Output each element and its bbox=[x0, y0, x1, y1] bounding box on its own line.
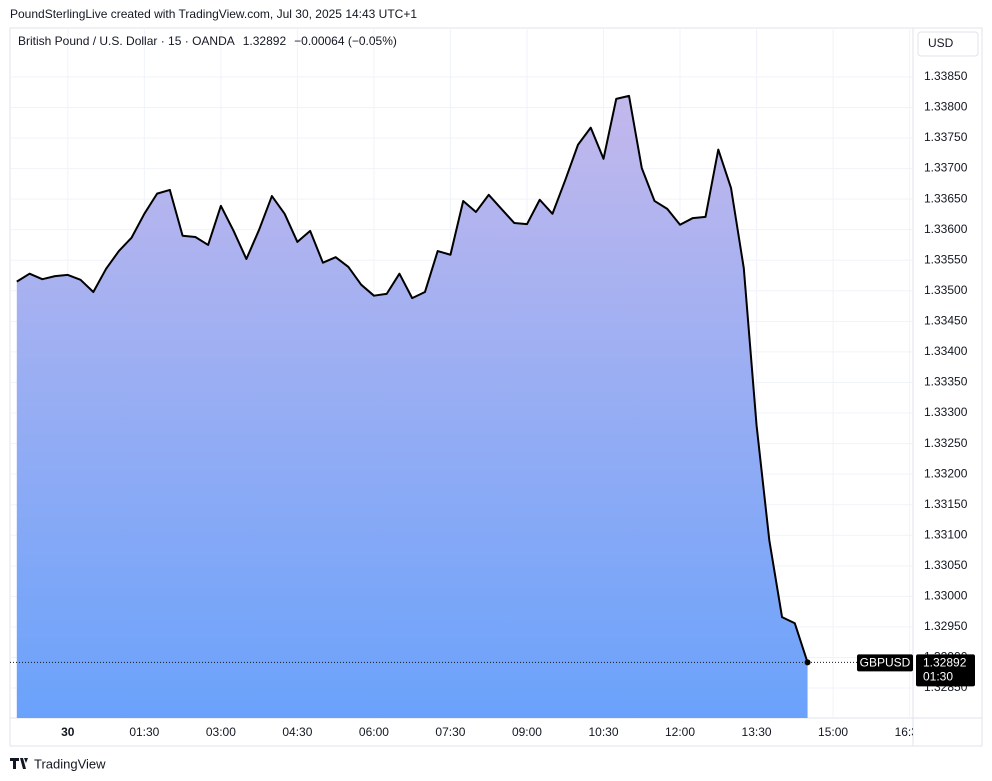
x-tick-label: 03:00 bbox=[206, 725, 236, 739]
legend-symbol: British Pound / U.S. Dollar · 15 · OANDA bbox=[18, 34, 235, 48]
x-tick-label: 04:30 bbox=[282, 725, 312, 739]
x-tick-label: 12:00 bbox=[665, 725, 695, 739]
x-tick-label: 16:30 bbox=[895, 725, 925, 739]
currency[interactable]: USD bbox=[928, 36, 954, 50]
y-tick-label: 1.33700 bbox=[924, 161, 968, 175]
y-tick-label: 1.33300 bbox=[924, 405, 968, 419]
ticker-tag bbox=[857, 654, 913, 672]
y-tick-label: 1.33050 bbox=[924, 558, 968, 572]
y-tick-label: 1.33000 bbox=[924, 589, 968, 603]
x-tick-label: 06:00 bbox=[359, 725, 389, 739]
price-tag-countdown: 01:30 bbox=[923, 670, 953, 684]
frame bbox=[9, 27, 983, 747]
y-tick-label: 1.33100 bbox=[924, 527, 968, 541]
y-tick-label: 1.33150 bbox=[924, 497, 968, 511]
y-tick-label: 1.33200 bbox=[924, 466, 968, 480]
x-tick-label: 09:00 bbox=[512, 725, 542, 739]
y-tick-label: 1.33500 bbox=[924, 283, 968, 297]
y-tick-label: 1.33350 bbox=[924, 375, 968, 389]
credit: PoundSterlingLive created with TradingVi… bbox=[10, 7, 417, 21]
area-fill bbox=[16, 95, 808, 718]
x-tick-label: 15:00 bbox=[818, 725, 848, 739]
y-tick-label: 1.33550 bbox=[924, 252, 968, 266]
price-tag-value: 1.32892 bbox=[923, 656, 967, 670]
x-tick-label: 13:30 bbox=[742, 725, 772, 739]
currency-button[interactable] bbox=[917, 31, 979, 57]
x-tick-label: 01:30 bbox=[129, 725, 159, 739]
y-tick-label: 1.33400 bbox=[924, 344, 968, 358]
y-tick-label: 1.33750 bbox=[924, 130, 968, 144]
y-tick-label: 1.33250 bbox=[924, 436, 968, 450]
x-tick-label: 30 bbox=[61, 725, 75, 739]
legend-last: 1.32892 bbox=[243, 34, 287, 48]
brand-logo bbox=[10, 758, 28, 769]
last-point bbox=[804, 659, 811, 666]
y-tick-label: 1.33600 bbox=[924, 222, 968, 236]
y-tick-label: 1.33800 bbox=[924, 100, 968, 114]
brand: TradingView bbox=[10, 756, 106, 771]
y-tick-label: 1.33850 bbox=[924, 69, 968, 83]
price-line bbox=[16, 94, 809, 663]
legend-change: −0.00064 (−0.05%) bbox=[294, 34, 397, 48]
y-tick-label: 1.33450 bbox=[924, 314, 968, 328]
price-tag bbox=[916, 654, 975, 687]
y-tick-label: 1.33650 bbox=[924, 191, 968, 205]
x-tick-label: 10:30 bbox=[588, 725, 618, 739]
y-tick-label: 1.32950 bbox=[924, 619, 968, 633]
brand-name: TradingView bbox=[34, 756, 106, 771]
x-tick-label: 07:30 bbox=[435, 725, 465, 739]
ticker-label: GBPUSD bbox=[860, 656, 911, 670]
